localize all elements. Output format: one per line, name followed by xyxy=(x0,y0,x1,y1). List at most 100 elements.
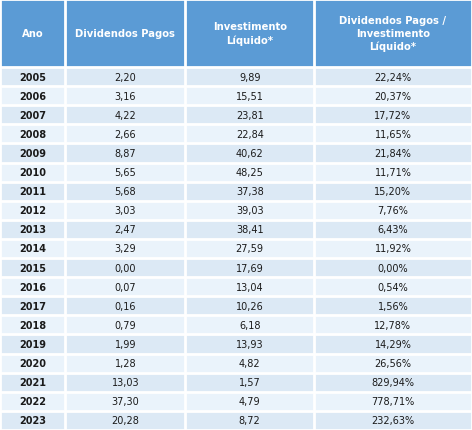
Text: 13,04: 13,04 xyxy=(236,282,263,292)
Text: 4,22: 4,22 xyxy=(114,111,136,120)
Bar xyxy=(314,277,472,297)
Text: 2011: 2011 xyxy=(19,187,46,197)
Bar xyxy=(0,125,65,144)
Text: 11,71%: 11,71% xyxy=(374,168,412,178)
Bar xyxy=(314,87,472,106)
Bar xyxy=(65,354,185,373)
Text: 829,94%: 829,94% xyxy=(371,378,414,387)
Text: 2007: 2007 xyxy=(19,111,46,120)
Bar xyxy=(0,335,65,354)
Bar xyxy=(314,411,472,430)
Text: 1,57: 1,57 xyxy=(239,378,261,387)
Text: Ano: Ano xyxy=(22,29,43,39)
Text: 2023: 2023 xyxy=(19,415,46,425)
Text: 232,63%: 232,63% xyxy=(371,415,414,425)
Text: 2,47: 2,47 xyxy=(114,225,136,235)
Text: 2022: 2022 xyxy=(19,396,46,406)
Bar xyxy=(65,0,185,68)
Bar xyxy=(65,297,185,316)
Bar xyxy=(65,125,185,144)
Bar xyxy=(314,354,472,373)
Text: 2008: 2008 xyxy=(19,129,46,140)
Bar xyxy=(0,240,65,258)
Bar xyxy=(65,240,185,258)
Text: 39,03: 39,03 xyxy=(236,206,263,216)
Bar xyxy=(65,106,185,125)
Bar xyxy=(185,0,314,68)
Bar xyxy=(185,240,314,258)
Bar xyxy=(65,182,185,201)
Text: 2020: 2020 xyxy=(19,358,46,368)
Text: 2006: 2006 xyxy=(19,92,46,101)
Text: 13,03: 13,03 xyxy=(111,378,139,387)
Text: 1,99: 1,99 xyxy=(115,339,136,349)
Bar xyxy=(65,392,185,411)
Bar xyxy=(185,87,314,106)
Bar xyxy=(0,87,65,106)
Text: 23,81: 23,81 xyxy=(236,111,263,120)
Text: 14,29%: 14,29% xyxy=(374,339,412,349)
Bar xyxy=(65,144,185,163)
Text: Dividendos Pagos: Dividendos Pagos xyxy=(76,29,175,39)
Text: 778,71%: 778,71% xyxy=(371,396,414,406)
Bar xyxy=(185,182,314,201)
Text: 3,29: 3,29 xyxy=(115,244,136,254)
Text: 37,38: 37,38 xyxy=(236,187,263,197)
Text: 2021: 2021 xyxy=(19,378,46,387)
Text: 7,76%: 7,76% xyxy=(378,206,408,216)
Bar xyxy=(185,144,314,163)
Text: 5,65: 5,65 xyxy=(114,168,136,178)
Bar xyxy=(185,277,314,297)
Bar xyxy=(314,201,472,220)
Text: 0,54%: 0,54% xyxy=(378,282,408,292)
Text: 17,69: 17,69 xyxy=(236,263,263,273)
Text: 22,24%: 22,24% xyxy=(374,72,412,83)
Bar xyxy=(0,258,65,277)
Text: 2005: 2005 xyxy=(19,72,46,83)
Text: 6,43%: 6,43% xyxy=(378,225,408,235)
Text: 2015: 2015 xyxy=(19,263,46,273)
Text: 4,79: 4,79 xyxy=(239,396,261,406)
Bar xyxy=(0,144,65,163)
Bar xyxy=(185,373,314,392)
Text: 2017: 2017 xyxy=(19,301,46,311)
Text: 11,92%: 11,92% xyxy=(374,244,412,254)
Text: 2,20: 2,20 xyxy=(114,72,136,83)
Bar xyxy=(0,201,65,220)
Text: 1,28: 1,28 xyxy=(115,358,136,368)
Bar xyxy=(185,201,314,220)
Text: 5,68: 5,68 xyxy=(115,187,136,197)
Bar xyxy=(0,316,65,335)
Bar xyxy=(65,220,185,240)
Bar xyxy=(314,125,472,144)
Text: 0,79: 0,79 xyxy=(115,320,136,330)
Bar xyxy=(0,106,65,125)
Bar xyxy=(65,258,185,277)
Bar xyxy=(314,392,472,411)
Bar xyxy=(185,106,314,125)
Bar xyxy=(185,68,314,87)
Text: 2,66: 2,66 xyxy=(115,129,136,140)
Bar xyxy=(0,411,65,430)
Bar xyxy=(65,316,185,335)
Text: 0,00%: 0,00% xyxy=(378,263,408,273)
Bar xyxy=(65,163,185,182)
Bar xyxy=(185,258,314,277)
Text: 4,82: 4,82 xyxy=(239,358,261,368)
Text: 2016: 2016 xyxy=(19,282,46,292)
Bar xyxy=(65,373,185,392)
Bar xyxy=(314,335,472,354)
Bar xyxy=(0,354,65,373)
Bar xyxy=(65,201,185,220)
Text: 3,16: 3,16 xyxy=(115,92,136,101)
Text: 20,28: 20,28 xyxy=(111,415,139,425)
Bar xyxy=(314,220,472,240)
Bar xyxy=(0,373,65,392)
Bar xyxy=(314,68,472,87)
Text: 0,16: 0,16 xyxy=(115,301,136,311)
Text: 9,89: 9,89 xyxy=(239,72,261,83)
Bar xyxy=(185,220,314,240)
Bar xyxy=(0,68,65,87)
Text: Dividendos Pagos /
Investimento
Líquido*: Dividendos Pagos / Investimento Líquido* xyxy=(339,16,447,52)
Text: 15,20%: 15,20% xyxy=(374,187,412,197)
